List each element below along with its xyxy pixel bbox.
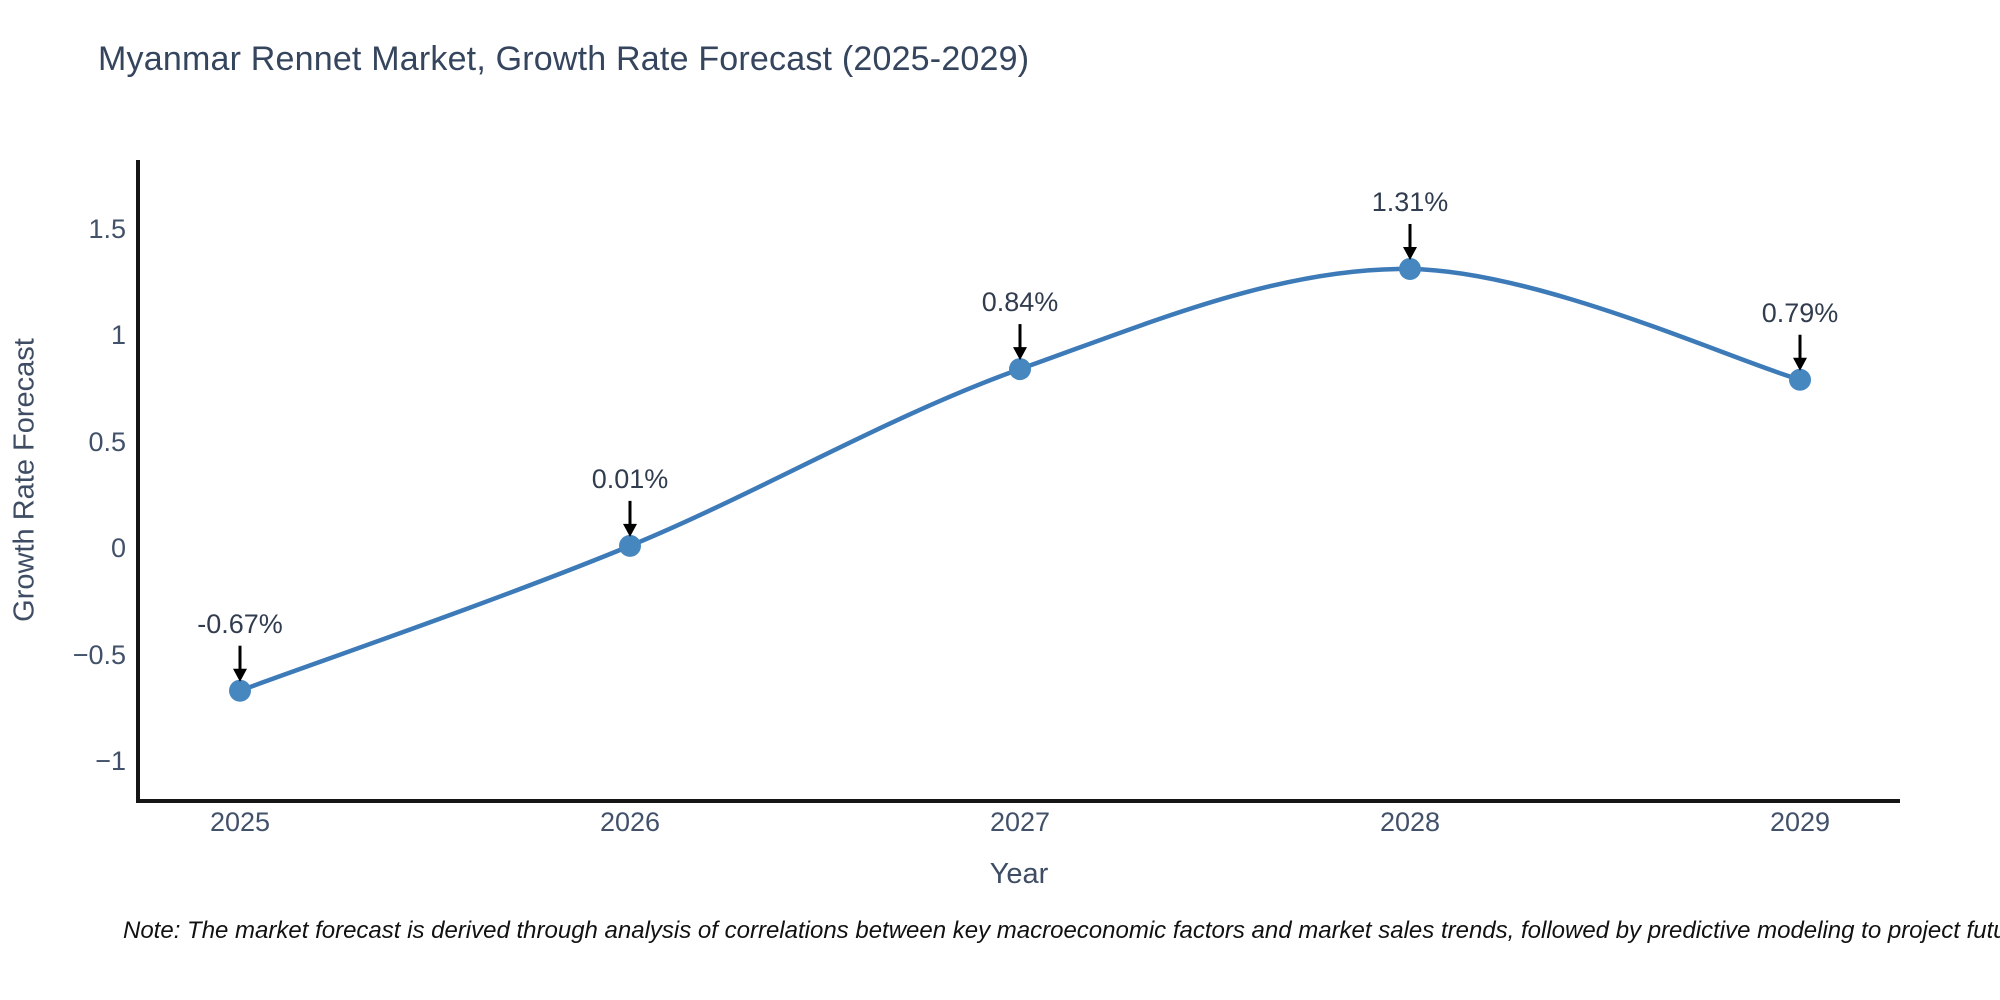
data-point-marker[interactable] (1789, 368, 1811, 391)
data-point-value-label: 0.01% (591, 463, 669, 494)
data-point-marker[interactable] (229, 679, 251, 702)
y-tick-label: −1 (95, 746, 126, 776)
x-tick-label: 2026 (599, 807, 661, 837)
data-point-value-label: 1.31% (1371, 186, 1449, 217)
data-point-value-label: -0.67% (197, 608, 283, 639)
x-tick-label: 2025 (209, 807, 271, 837)
data-point-value-label: 0.84% (981, 287, 1059, 318)
annotation-arrow-head (623, 523, 637, 537)
y-tick-label: 0 (110, 533, 126, 563)
annotation-arrow-head (1403, 246, 1417, 260)
annotation-arrow-head (1793, 357, 1807, 371)
y-tick-label: 1.5 (88, 213, 126, 244)
y-tick-label: −0.5 (72, 639, 126, 670)
annotation-arrow-head (1013, 347, 1027, 361)
data-point-marker[interactable] (1399, 257, 1421, 280)
x-tick-label: 2028 (1379, 807, 1441, 837)
data-point-marker[interactable] (1009, 358, 1031, 381)
y-tick-label: 1 (110, 320, 126, 350)
x-tick-label: 2029 (1769, 807, 1831, 837)
footnote: Note: The market forecast is derived thr… (123, 917, 2000, 944)
annotation-arrow-head (233, 668, 247, 682)
data-point-marker[interactable] (619, 534, 641, 557)
x-axis-title: Year (989, 858, 1049, 890)
data-point-value-label: 0.79% (1761, 297, 1839, 328)
y-tick-label: 0.5 (88, 426, 126, 457)
x-tick-label: 2027 (989, 807, 1051, 837)
chart-title: Myanmar Rennet Market, Growth Rate Forec… (98, 40, 1030, 78)
